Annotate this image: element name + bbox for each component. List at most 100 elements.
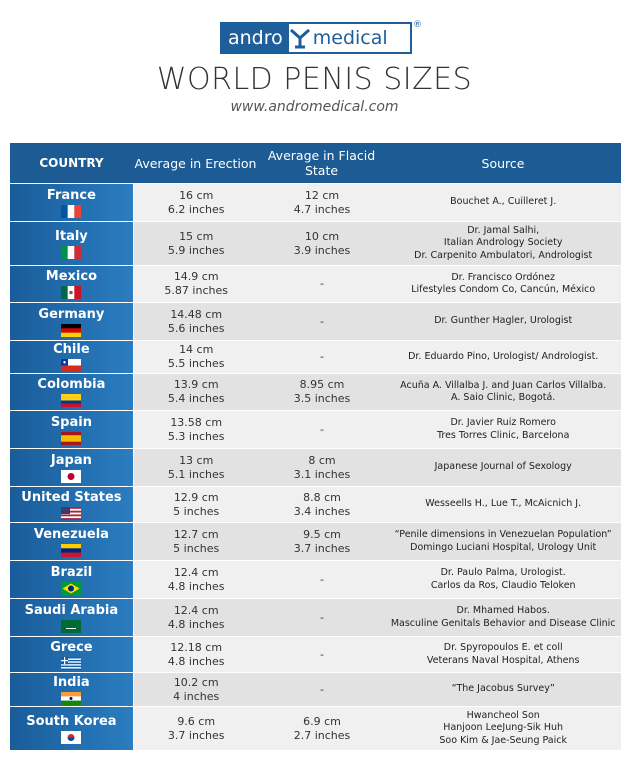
flaccid-value: 4.7 inches bbox=[293, 202, 351, 216]
flaccid-value: 3.1 inches bbox=[293, 467, 351, 481]
source-cell: Dr. Spyropoulos E. et coll Veterans Naval… bbox=[385, 637, 621, 672]
flag-part bbox=[61, 543, 82, 548]
flaccid-cell: 10 cm 3.9 inches bbox=[259, 222, 386, 265]
source-cell: Dr. Francisco Ordónez Lifestyles Condom C… bbox=[385, 266, 621, 302]
source-cell: Bouchet A., Cuilleret J. bbox=[385, 184, 621, 221]
flag-part bbox=[61, 438, 82, 442]
flag-part bbox=[61, 400, 82, 404]
flag-part bbox=[61, 394, 82, 398]
flaccid-value: 3.7 inches bbox=[293, 541, 351, 555]
source-line: Tres Torres Clinic, Barcelona bbox=[436, 429, 570, 441]
flaccid-value: 8.95 cm bbox=[299, 378, 345, 391]
flag-part bbox=[61, 547, 82, 553]
erection-value: 10.2 cm bbox=[173, 675, 219, 689]
flag-part bbox=[61, 512, 82, 515]
source-cell: Dr. Jamal Salhi, Italian Andrology Societ… bbox=[385, 222, 621, 265]
erection-value: 3.7 inches bbox=[167, 728, 225, 742]
logo-icon bbox=[289, 28, 310, 49]
flag bbox=[61, 204, 82, 218]
erection-cell: 12.4 cm 4.8 inches bbox=[134, 599, 259, 636]
source-line: Hwancheol Son bbox=[466, 709, 540, 721]
flag-part bbox=[61, 506, 71, 514]
flag-part bbox=[61, 245, 69, 259]
source-cell: Wesseells H., Lue T., McAicnich J. bbox=[385, 487, 621, 522]
title: WORLD PENIS SIZES bbox=[156, 62, 473, 97]
erection-cell: 13 cm 5.1 inches bbox=[134, 449, 259, 486]
erection-cell: 12.4 cm 4.8 inches bbox=[134, 561, 259, 598]
flag bbox=[61, 581, 82, 595]
country-cell: Italy bbox=[10, 222, 134, 265]
table-row: Germany 14.48 cm 5.6 inches - Dr. Gunther Ha… bbox=[10, 303, 621, 341]
erection-cell: 12.9 cm 5 inches bbox=[134, 487, 259, 522]
erection-value: 5.4 inches bbox=[167, 392, 225, 405]
source-cell: Dr. Javier Ruiz Romero Tres Torres Clinic… bbox=[385, 411, 621, 448]
source-line: A. Saio Clinic, Bogotá. bbox=[451, 392, 556, 403]
country-name: Italy bbox=[55, 228, 88, 244]
flaccid-value: 2.7 inches bbox=[293, 728, 351, 742]
flaccid-cell: - bbox=[259, 637, 386, 672]
source-cell: Dr. Paulo Palma, Urologist. Carlos da Ros… bbox=[385, 561, 621, 598]
flag-part bbox=[68, 204, 75, 218]
flag-part bbox=[61, 700, 82, 705]
table-row: France 16 cm 6.2 inches 12 cm 4.7 inches Bouc… bbox=[10, 184, 621, 222]
table: COUNTRY Average in Erection Average in Fla… bbox=[10, 143, 621, 751]
erection-value: 5.1 inches bbox=[167, 467, 225, 481]
flag bbox=[61, 656, 82, 670]
column-header: COUNTRY bbox=[39, 156, 104, 170]
erection-value: 4.8 inches bbox=[167, 579, 225, 593]
flaccid-value: 3.4 inches bbox=[293, 504, 351, 518]
flaccid-value: - bbox=[320, 647, 324, 661]
table-row: Saudi Arabia 12.4 cm 4.8 inches - Dr. Mhamed… bbox=[10, 599, 621, 637]
erection-value: 12.4 cm bbox=[173, 603, 219, 617]
flag bbox=[61, 359, 82, 372]
flag-part bbox=[61, 657, 82, 660]
table-row: Japan 13 cm 5.1 inches 8 cm 3.1 inches Japane… bbox=[10, 449, 621, 487]
flag-part bbox=[61, 665, 82, 667]
flag-part bbox=[61, 286, 69, 299]
flag bbox=[61, 691, 82, 705]
erection-value: 4 inches bbox=[173, 689, 220, 703]
flag-part bbox=[61, 619, 82, 633]
flaccid-value: - bbox=[320, 682, 324, 696]
flag-part bbox=[61, 510, 82, 513]
flaccid-cell: - bbox=[259, 303, 386, 340]
country-cell: United States bbox=[10, 487, 134, 522]
source-line: Dr. Francisco Ordónez bbox=[451, 271, 556, 283]
column-header: Average in Erection bbox=[134, 155, 257, 171]
country-cell: Grece bbox=[10, 637, 134, 672]
erection-value: 5.87 inches bbox=[164, 284, 228, 297]
flaccid-value: 8.8 cm bbox=[303, 490, 341, 504]
source-cell: Dr. Mhamed Habos. Masculine Genitals Beha… bbox=[385, 599, 621, 636]
flaccid-cell: 9.5 cm 3.7 inches bbox=[259, 523, 386, 560]
source-line: Dr. Javier Ruiz Romero bbox=[450, 417, 556, 428]
flag bbox=[61, 394, 82, 407]
flaccid-value: - bbox=[320, 572, 324, 586]
flaccid-cell: 8 cm 3.1 inches bbox=[259, 449, 386, 486]
source-line: Italian Andrology Society bbox=[443, 237, 563, 249]
flag-part bbox=[66, 627, 77, 629]
flag-part bbox=[61, 403, 82, 407]
country-cell: Germany bbox=[10, 303, 134, 340]
flag-part bbox=[67, 472, 75, 480]
column-header: Average in Flacid State bbox=[267, 148, 376, 178]
flag-part bbox=[69, 696, 73, 700]
country-cell: Saudi Arabia bbox=[10, 599, 134, 636]
erection-value: 13.9 cm bbox=[173, 378, 219, 391]
logo: andro medical bbox=[220, 22, 412, 54]
flag bbox=[61, 619, 82, 633]
erection-cell: 12.7 cm 5 inches bbox=[134, 523, 259, 560]
flaccid-value: - bbox=[320, 350, 324, 363]
erection-value: 9.6 cm bbox=[177, 714, 216, 728]
source-line: Masculine Genitals Behavior and Disease … bbox=[390, 617, 616, 629]
flaccid-value: 10 cm bbox=[304, 229, 340, 243]
flaccid-value: - bbox=[320, 277, 324, 290]
country-name: Saudi Arabia bbox=[24, 602, 119, 618]
table-row: Chile 14 cm 5.5 inches - Dr. Eduardo Pino, U… bbox=[10, 341, 621, 374]
flag-part bbox=[67, 733, 75, 737]
erection-value: 14.48 cm bbox=[170, 307, 223, 321]
country-name: Germany bbox=[38, 306, 105, 322]
flag-part bbox=[61, 397, 82, 401]
country-cell: South Korea bbox=[10, 707, 134, 750]
country-name: Mexico bbox=[45, 269, 98, 284]
source-line: Soo Kim & Jae-Seung Paick bbox=[439, 734, 567, 746]
